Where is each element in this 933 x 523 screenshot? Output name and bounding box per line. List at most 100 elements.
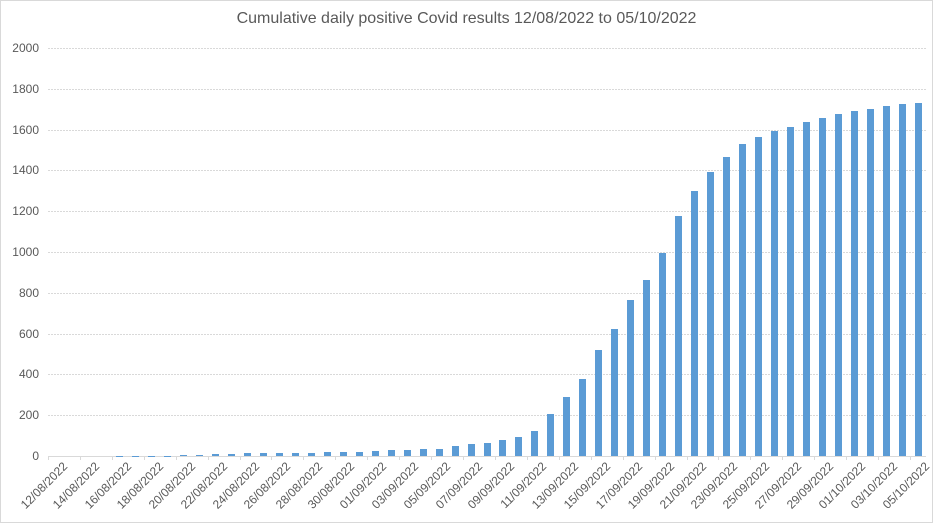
bar-03/09/2022 [403,449,411,456]
bar-21/09/2022 [691,190,699,456]
x-axis-tick [718,456,720,460]
bar-01/10/2022 [850,111,858,456]
y-axis-tick-label: 2000 [12,41,39,55]
bar-02/10/2022 [866,108,874,456]
y-gridline [48,292,926,294]
y-axis-tick-label: 1600 [12,122,39,137]
x-axis-tick [48,456,49,460]
y-axis-tick-label: 800 [18,285,39,300]
x-axis-tick [558,456,560,460]
bar-28/08/2022 [307,452,315,456]
bar-28/09/2022 [802,121,810,456]
x-axis-tick [175,456,177,460]
bar-05/09/2022 [435,448,443,456]
bar-09/09/2022 [499,440,507,456]
bar-07/09/2022 [467,444,475,456]
x-axis-tick [494,456,496,460]
bar-20/09/2022 [675,216,683,456]
x-axis-tick [910,456,912,460]
x-axis-tick [846,456,848,460]
bar-16/09/2022 [611,328,619,456]
y-axis-tick-label: 1000 [12,245,39,259]
x-axis-tick [431,456,433,460]
bar-29/08/2022 [323,452,331,456]
chart-title: Cumulative daily positive Covid results … [236,10,697,27]
x-axis-tick [814,456,816,460]
y-gridline [48,48,926,49]
bar-12/09/2022 [547,414,555,456]
y-gridline [48,415,926,417]
bar-20/08/2022 [180,455,188,456]
bar-01/09/2022 [371,451,379,456]
x-axis-tick [526,456,528,460]
y-axis-tick-label: 600 [18,326,39,341]
bar-21/08/2022 [196,455,204,456]
x-axis-tick [239,456,241,460]
bar-08/09/2022 [483,442,491,456]
bar-17/09/2022 [627,300,635,456]
bar-03/10/2022 [882,105,890,456]
x-axis-line [48,456,926,457]
y-axis-tick-label: 1200 [12,204,39,219]
y-axis-tick-label: 200 [18,408,39,423]
bar-29/09/2022 [818,117,826,456]
y-gridline [48,333,926,335]
bar-25/09/2022 [754,136,762,456]
bar-23/08/2022 [228,453,236,456]
x-axis-tick [463,456,465,460]
bar-06/09/2022 [451,446,459,456]
bar-27/08/2022 [291,452,299,456]
bar-31/08/2022 [355,451,363,456]
bar-11/09/2022 [531,430,539,456]
x-axis-tick [622,456,624,460]
y-gridline [48,129,926,131]
plot-area [48,48,926,460]
x-axis-tick [367,456,369,460]
y-gridline [48,374,926,376]
bar-22/09/2022 [706,172,714,456]
x-axis-tick [303,456,305,460]
y-axis-tick-label: 1400 [12,163,39,178]
bar-30/09/2022 [834,114,842,456]
x-axis-tick [111,456,113,460]
bar-04/09/2022 [419,449,427,456]
x-axis-tick [79,456,81,460]
x-axis-tick [782,456,784,460]
bar-24/09/2022 [738,143,746,456]
bar-24/08/2022 [244,453,252,456]
x-axis-tick [143,456,145,460]
x-axis-tick [335,456,337,460]
bar-25/08/2022 [260,453,267,456]
x-axis-tick [750,456,752,460]
x-axis-tick [207,456,209,460]
x-axis-tick [399,456,401,460]
bar-19/09/2022 [659,253,667,456]
bar-04/10/2022 [898,104,906,456]
y-axis-tick-label: 1800 [12,81,39,96]
x-axis-tick [654,456,656,460]
bar-18/09/2022 [643,279,651,456]
bar-13/09/2022 [563,396,571,456]
y-gridline [48,252,926,253]
x-axis-tick [878,456,880,460]
bar-26/08/2022 [275,452,283,456]
bar-23/09/2022 [722,157,730,456]
bar-02/09/2022 [387,450,395,456]
bar-14/09/2022 [579,379,587,456]
y-axis-tick-label: 400 [18,367,39,382]
x-axis-tick [686,456,688,460]
x-axis-tick [590,456,592,460]
bar-05/10/2022 [914,102,922,456]
x-axis-tick [271,456,273,460]
y-gridline [48,170,926,172]
bar-26/09/2022 [770,131,778,456]
bar-15/09/2022 [595,350,603,456]
y-axis-tick-label: 0 [32,449,39,463]
bar-30/08/2022 [339,452,347,456]
bar-27/09/2022 [786,126,794,456]
y-gridline [48,211,926,213]
bar-22/08/2022 [212,453,220,456]
y-gridline [48,88,926,90]
bar-10/09/2022 [515,436,523,456]
